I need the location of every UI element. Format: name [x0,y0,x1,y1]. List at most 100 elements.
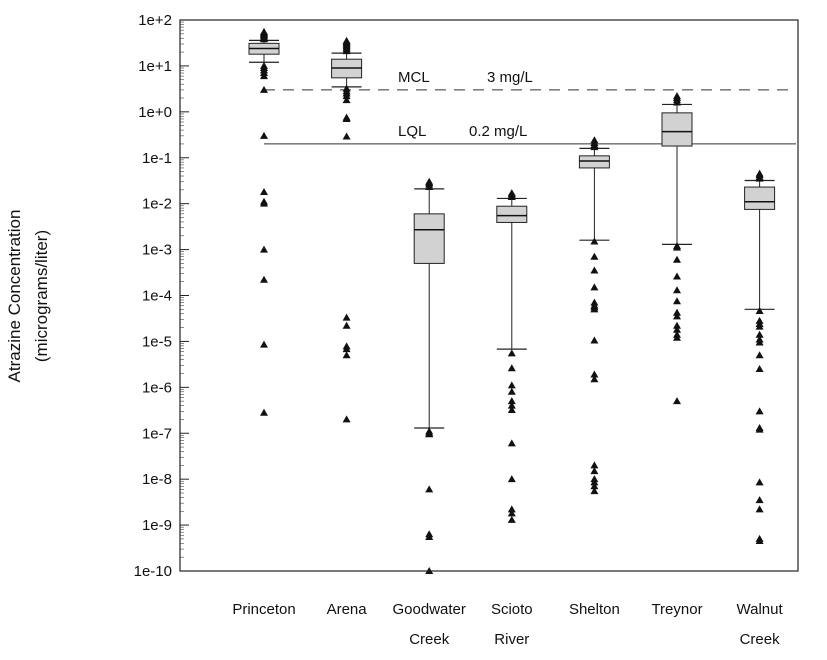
outlier-point [673,333,681,341]
category-label-scioto-river-1: Scioto [491,601,533,618]
y-tick-label-10: 1e-8 [142,471,172,488]
outlier-point [755,537,764,545]
outlier-point [755,306,764,314]
outlier-point [590,336,599,344]
outlier-point [342,415,351,423]
outlier-point [342,92,351,100]
outlier-point [590,487,599,495]
category-label-princeton-1: Princeton [232,601,295,618]
reference-label-mcl: MCL [398,69,430,86]
y-tick-label-6: 1e-4 [142,288,172,305]
outlier-point [755,338,764,346]
outlier-point [260,408,268,416]
outlier-point [755,505,764,513]
box-goodwater-creek [413,177,445,574]
outlier-point [590,461,599,469]
box-iqr [413,213,445,264]
outlier-point [507,397,516,405]
outlier-point [673,243,681,251]
category-label-goodwater-creek-1: Goodwater [393,601,466,618]
box-arena [331,36,363,423]
outlier-point [342,36,351,44]
outlier-point [755,351,764,359]
y-axis-ticks: 1e+2 1e+1 1e+0 1e-1 1e-2 1e-3 1e-4 1e-5 1e-6 1e-7… [134,12,189,580]
outlier-point [507,509,516,517]
category-label-arena-1: Arena [327,601,368,618]
outlier-point [342,313,351,321]
y-tick-label-2: 1e+0 [138,104,172,121]
box-iqr [661,112,693,147]
y-tick-label-4: 1e-2 [142,196,172,213]
outlier-point [590,305,599,313]
outlier-point [590,370,599,378]
reference-value-mcl: 3 mg/L [487,69,533,86]
outlier-point [755,478,764,486]
outlier-point [590,266,599,274]
outlier-point [590,482,599,490]
outlier-point [507,475,516,483]
outlier-point [260,85,268,93]
box-scioto-river [496,189,528,523]
outlier-point [590,252,599,260]
reference-value-lql: 0.2 mg/L [469,123,527,140]
outlier-point [673,297,681,305]
outlier-point [260,187,268,195]
outlier-point [507,406,516,414]
outlier-point [673,312,681,320]
y-axis-label-line-1: Atrazine Concentration [5,210,24,383]
y-tick-label-0: 1e+2 [138,12,172,29]
outlier-point [673,272,681,280]
y-axis-label-line-2: (micrograms/liter) [32,230,51,362]
outlier-point [342,132,351,140]
y-tick-label-11: 1e-9 [142,517,172,534]
outlier-point [260,199,268,207]
box-iqr [744,186,776,210]
outlier-point [507,381,516,389]
y-tick-label-9: 1e-7 [142,425,172,442]
outlier-point [755,365,764,373]
outlier-point [673,308,681,316]
category-label-walnut-creek-1: Walnut [737,601,784,618]
outlier-point [673,325,681,333]
category-label-walnut-creek-2: Creek [740,631,781,648]
outlier-point [507,349,516,357]
y-axis-label: Atrazine Concentration (micrograms/liter) [5,210,51,383]
plot-area-border [179,19,799,572]
outlier-point [590,283,599,291]
outlier-point [342,351,351,359]
outlier-point [590,375,599,383]
outlier-point [673,286,681,294]
y-tick-label-7: 1e-5 [142,333,172,350]
outlier-point [342,321,351,329]
outlier-point [755,322,764,330]
outlier-point [260,340,268,348]
box-walnut-creek [744,169,776,545]
outlier-point [260,131,268,139]
outlier-point [260,27,268,35]
y-tick-label-5: 1e-3 [142,242,172,259]
outlier-point [342,114,351,122]
outlier-point [673,92,681,100]
outlier-point [507,401,516,409]
box-iqr [578,155,610,169]
outlier-point [260,275,268,283]
outlier-point [507,387,516,395]
outlier-point [755,425,764,433]
outlier-point [590,237,599,245]
plot-frame [179,19,799,572]
box-series [248,27,776,574]
y-tick-label-1: 1e+1 [138,58,172,75]
category-label-treynor-1: Treynor [651,601,702,618]
outlier-point [590,467,599,475]
outlier-point [342,96,351,104]
category-label-scioto-river-2: River [494,631,529,648]
x-axis-category-labels: Princeton Arena Goodwater Creek Scioto River S… [232,601,783,648]
outlier-point [342,345,351,353]
y-tick-label-8: 1e-6 [142,379,172,396]
outlier-point [260,72,268,80]
outlier-point [260,245,268,253]
outlier-point [425,533,434,541]
outlier-point [673,397,681,405]
box-iqr [496,205,528,223]
